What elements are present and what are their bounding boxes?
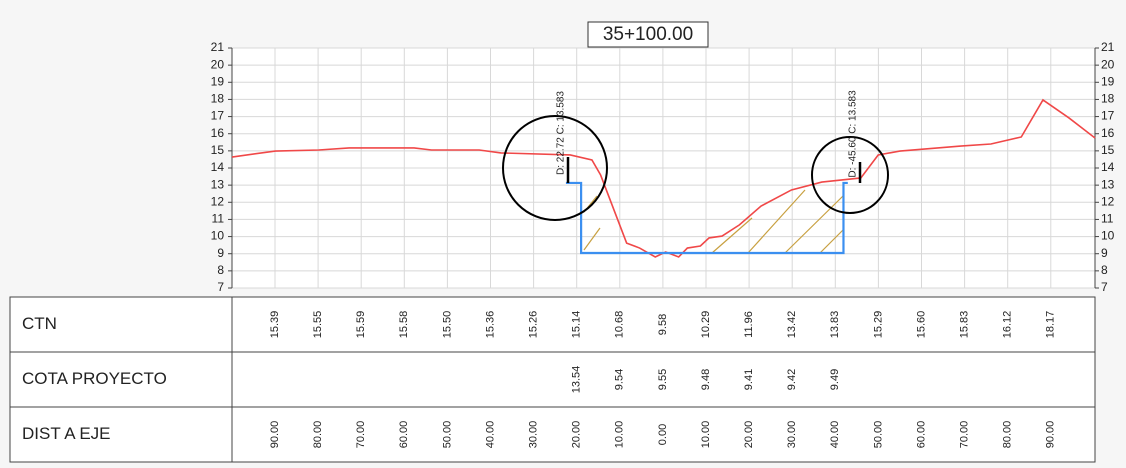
y2-tick-label: 18: [1101, 92, 1115, 106]
y-tick-label: 7: [217, 280, 224, 294]
cell: 15.26: [528, 311, 540, 339]
cell: 15.50: [441, 311, 453, 339]
hatching: [583, 189, 844, 254]
y-tick-label: 9: [217, 246, 224, 260]
y-tick-label: 19: [211, 74, 225, 88]
cell: 15.59: [355, 311, 367, 339]
cell: 90.00: [1045, 421, 1057, 449]
cell: 15.58: [398, 311, 410, 339]
y-tick-label: 13: [211, 177, 225, 191]
y-tick-label: 10: [211, 229, 225, 243]
chart-title: 35+100.00: [603, 24, 693, 45]
cell: 15.14: [571, 311, 583, 339]
cell: 9.41: [743, 369, 755, 390]
table-frame: [9, 296, 1096, 463]
y2-tick-label: 19: [1101, 74, 1115, 88]
annotation: D: 22.72 C: 13.583: [556, 91, 567, 175]
cell: 9.42: [786, 369, 798, 390]
cell: 10.00: [700, 421, 712, 449]
cell: 30.00: [528, 421, 540, 449]
cell: 10.29: [700, 311, 712, 339]
cell: 60.00: [915, 421, 927, 449]
cell: 10.68: [614, 311, 626, 339]
y2-tick-label: 12: [1101, 194, 1115, 208]
cell: 15.60: [915, 311, 927, 339]
cell: 9.48: [700, 369, 712, 390]
cell: 9.55: [657, 369, 669, 390]
cell: 80.00: [1002, 421, 1014, 449]
cell: 13.54: [571, 366, 583, 394]
cell: 15.36: [484, 311, 496, 339]
cell: 18.17: [1045, 311, 1057, 339]
highlight-circle: [502, 115, 608, 221]
cell: 11.96: [743, 311, 755, 338]
y2-tick-label: 11: [1101, 212, 1114, 226]
cell: 40.00: [829, 421, 841, 449]
cell: 15.29: [872, 311, 884, 339]
cell: 16.12: [1002, 311, 1014, 339]
cell: 13.83: [829, 311, 841, 339]
y-tick-label: 21: [211, 40, 225, 54]
y2-tick-label: 13: [1101, 177, 1115, 191]
y2-tick-label: 21: [1101, 40, 1115, 54]
annotation: D: -45.60 C: 13.583: [848, 90, 859, 178]
y-tick-label: 8: [217, 263, 224, 277]
row-label: COTA PROYECTO: [22, 369, 167, 388]
cell: 0.00: [657, 424, 669, 445]
y-tick-label: 18: [211, 92, 225, 106]
cell: 13.42: [786, 311, 798, 339]
y2-tick-label: 7: [1101, 280, 1108, 294]
y-tick-label: 16: [211, 126, 225, 140]
y2-tick-label: 14: [1101, 160, 1115, 174]
y2-tick-label: 10: [1101, 229, 1115, 243]
data-table: CTN 15.39 15.55 15.59 15.58 15.50 15.36 15.26 15…: [9, 296, 1096, 463]
y2-tick-label: 17: [1101, 109, 1115, 123]
cell: 70.00: [959, 421, 971, 449]
cell: 40.00: [484, 421, 496, 449]
cell: 60.00: [398, 421, 410, 449]
highlight-circle: [811, 136, 889, 214]
cell: 70.00: [355, 421, 367, 449]
y-tick-label: 17: [211, 109, 225, 123]
cell: 9.54: [614, 369, 626, 390]
y2-tick-label: 15: [1101, 143, 1115, 157]
series-line: [565, 181, 848, 255]
y2-tick-label: 8: [1101, 263, 1108, 277]
series-line: [231, 98, 1096, 258]
y-tick-label: 12: [211, 194, 225, 208]
cell: 15.55: [312, 311, 324, 339]
plot: [231, 98, 1096, 258]
cell: 30.00: [786, 421, 798, 449]
cell: 15.83: [959, 311, 971, 339]
y2-tick-label: 9: [1101, 246, 1108, 260]
cell: 9.49: [829, 369, 841, 390]
y2-tick-label: 16: [1101, 126, 1115, 140]
cell: 20.00: [571, 421, 583, 449]
title-box: [587, 21, 709, 48]
cell: 80.00: [312, 421, 324, 449]
cell: 20.00: [743, 421, 755, 449]
row-label: DIST A EJE: [22, 424, 111, 443]
y-tick-label: 15: [211, 143, 225, 157]
row-label: CTN: [22, 314, 57, 333]
cell: 10.00: [614, 421, 626, 449]
y-tick-label: 11: [212, 212, 225, 226]
vertical-grid: [232, 47, 1095, 289]
cell: 9.58: [657, 314, 669, 335]
cell: 90.00: [269, 421, 281, 449]
cell: 50.00: [441, 421, 453, 449]
y-tick-label: 20: [211, 57, 225, 71]
y2-tick-label: 20: [1101, 57, 1115, 71]
cell: 50.00: [872, 421, 884, 449]
y-tick-label: 14: [211, 160, 225, 174]
cell: 15.39: [269, 311, 281, 339]
